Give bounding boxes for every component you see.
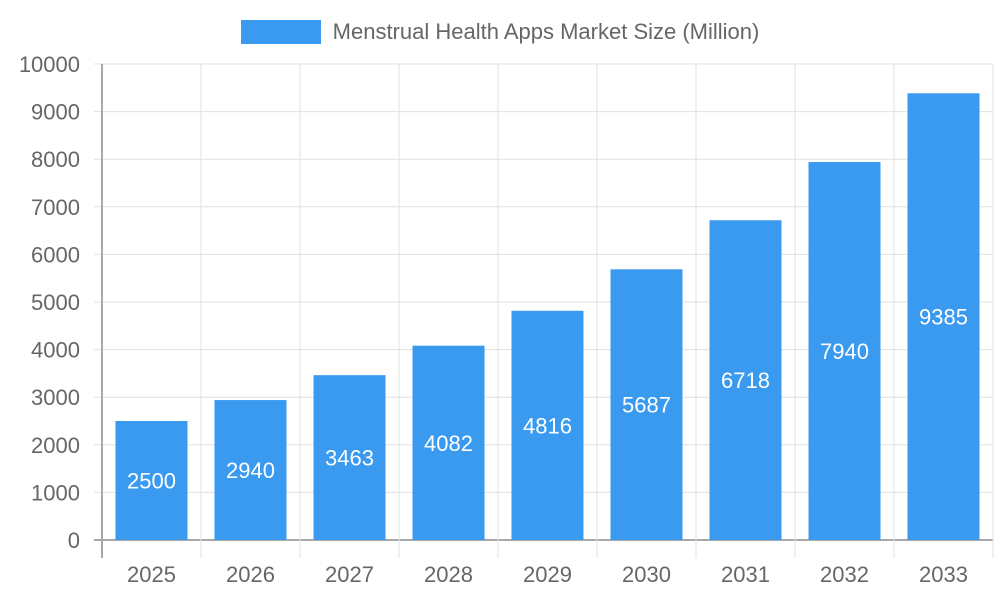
x-tick-label: 2025 bbox=[127, 562, 176, 587]
bar-value-label: 6718 bbox=[721, 368, 770, 393]
chart-legend[interactable]: Menstrual Health Apps Market Size (Milli… bbox=[0, 18, 1000, 46]
bar-value-label: 9385 bbox=[919, 305, 968, 330]
y-tick-label: 4000 bbox=[31, 338, 80, 363]
y-tick-label: 8000 bbox=[31, 147, 80, 172]
x-tick-label: 2030 bbox=[622, 562, 671, 587]
legend-label: Menstrual Health Apps Market Size (Milli… bbox=[332, 19, 760, 44]
x-tick-label: 2027 bbox=[325, 562, 374, 587]
y-tick-label: 2000 bbox=[31, 433, 80, 458]
bar-value-label: 4816 bbox=[523, 413, 572, 438]
x-tick-label: 2031 bbox=[721, 562, 770, 587]
bar-2029[interactable] bbox=[511, 310, 584, 540]
y-tick-label: 0 bbox=[68, 528, 80, 553]
bar-value-label: 7940 bbox=[820, 339, 869, 364]
bar-value-label: 2500 bbox=[127, 469, 176, 494]
bar-2026[interactable] bbox=[214, 400, 287, 540]
y-tick-label: 5000 bbox=[31, 290, 80, 315]
bar-2032[interactable] bbox=[808, 162, 881, 540]
bar-2028[interactable] bbox=[412, 345, 485, 540]
x-tick-label: 2033 bbox=[919, 562, 968, 587]
y-tick-label: 1000 bbox=[31, 480, 80, 505]
bar-2025[interactable] bbox=[115, 421, 188, 540]
y-tick-label: 3000 bbox=[31, 385, 80, 410]
bar-2031[interactable] bbox=[709, 220, 782, 540]
x-tick-label: 2026 bbox=[226, 562, 275, 587]
x-tick-label: 2032 bbox=[820, 562, 869, 587]
bar-value-label: 3463 bbox=[325, 446, 374, 471]
y-tick-label: 9000 bbox=[31, 100, 80, 125]
bar-value-label: 2940 bbox=[226, 458, 275, 483]
bar-2030[interactable] bbox=[610, 269, 683, 540]
x-tick-label: 2029 bbox=[523, 562, 572, 587]
bar-value-label: 4082 bbox=[424, 431, 473, 456]
bar-2027[interactable] bbox=[313, 375, 386, 540]
y-tick-label: 10000 bbox=[19, 52, 80, 77]
bar-value-label: 5687 bbox=[622, 393, 671, 418]
bar-2033[interactable] bbox=[907, 93, 980, 541]
x-tick-label: 2028 bbox=[424, 562, 473, 587]
legend-swatch bbox=[240, 20, 321, 44]
y-tick-label: 7000 bbox=[31, 195, 80, 220]
y-tick-label: 6000 bbox=[31, 242, 80, 267]
